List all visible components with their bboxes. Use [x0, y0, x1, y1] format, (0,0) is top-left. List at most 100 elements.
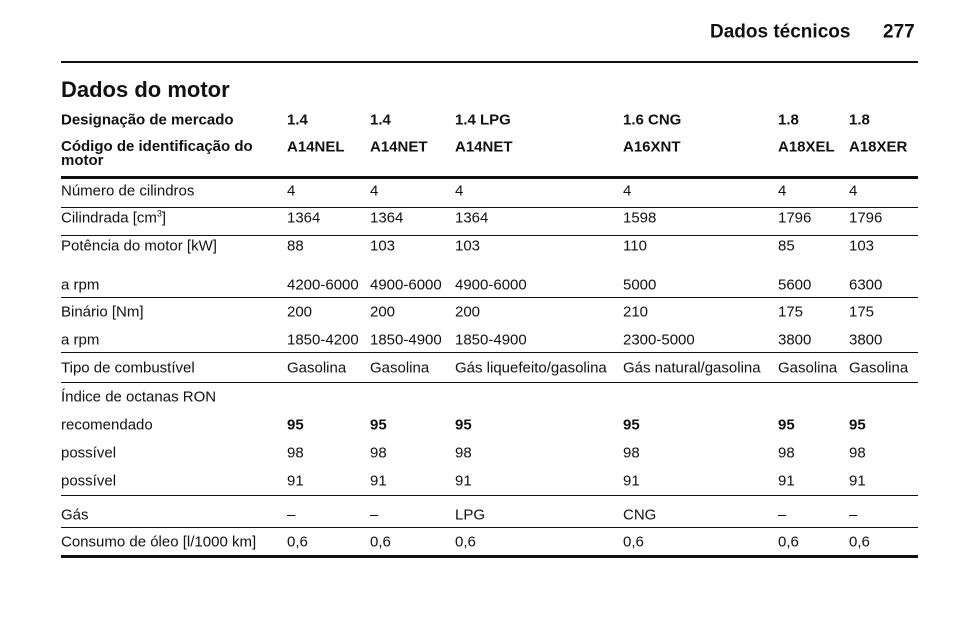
cell: 91: [287, 472, 304, 490]
row-label: Gás: [61, 506, 89, 524]
cell: 0,6: [287, 533, 308, 551]
rule: [61, 527, 918, 528]
cell: 95: [287, 416, 304, 434]
rule: [61, 176, 918, 179]
section-title: Dados técnicos: [710, 21, 851, 43]
page-number: 277: [883, 21, 915, 43]
head-label: Designação de mercado: [61, 111, 234, 129]
head-cell: A18XER: [849, 138, 908, 156]
cell: –: [849, 506, 858, 524]
cell: 95: [455, 416, 472, 434]
cell: 1850-4900: [455, 331, 527, 349]
cell: 91: [623, 472, 640, 490]
cell: 98: [287, 444, 304, 462]
cell: 3800: [778, 331, 812, 349]
cell: 0,6: [455, 533, 476, 551]
cell: 0,6: [370, 533, 391, 551]
cell: 200: [370, 303, 396, 321]
cell: 98: [370, 444, 387, 462]
cell: 200: [455, 303, 481, 321]
row-label: possível: [61, 472, 117, 490]
cell: 95: [370, 416, 387, 434]
head-cell: A16XNT: [623, 138, 681, 156]
cell: 103: [455, 237, 481, 255]
head-cell: 1.8: [849, 111, 870, 129]
rule: [61, 207, 918, 208]
head-cell: 1.6 CNG: [623, 111, 682, 129]
cell: 1598: [623, 209, 657, 227]
rule: [61, 297, 918, 298]
cell: 6300: [849, 276, 883, 294]
cell: 1364: [455, 209, 489, 227]
cell: 85: [778, 237, 795, 255]
cell: 98: [778, 444, 795, 462]
head-cell: 1.4: [370, 111, 391, 129]
cell: 0,6: [849, 533, 870, 551]
cell: 175: [849, 303, 875, 321]
cell: 103: [849, 237, 875, 255]
row-label: Binário [Nm]: [61, 303, 144, 321]
head-cell: 1.4: [287, 111, 308, 129]
rule: [61, 555, 918, 558]
head-label: Código de identificação do motor: [61, 138, 253, 169]
row-label: Índice de octanas RON: [61, 388, 217, 406]
cell: 200: [287, 303, 313, 321]
cell: Gasolina: [849, 359, 909, 377]
cell: 4: [623, 182, 632, 200]
row-label: Número de cilindros: [61, 182, 195, 200]
cell: 1850-4900: [370, 331, 442, 349]
cell: 110: [623, 237, 647, 255]
cell: Gasolina: [287, 359, 347, 377]
cell: 4900-6000: [455, 276, 527, 294]
cell: LPG: [455, 506, 486, 524]
cell: 1850-4200: [287, 331, 359, 349]
cell: 91: [778, 472, 795, 490]
label-sup: 3: [156, 208, 162, 219]
head-cell: A18XEL: [778, 138, 835, 156]
cell: 1796: [849, 209, 883, 227]
cell: Gás liquefeito/gasolina: [455, 359, 607, 377]
cell: 95: [778, 416, 795, 434]
cell: 210: [623, 303, 649, 321]
row-label: Potência do motor [kW]: [61, 237, 217, 255]
cell: 1364: [287, 209, 321, 227]
cell: 5000: [623, 276, 657, 294]
cell: 4: [849, 182, 858, 200]
cell: 98: [849, 444, 866, 462]
cell: 98: [623, 444, 640, 462]
cell: 103: [370, 237, 396, 255]
row-label: Cilindrada [cm3]: [61, 208, 167, 227]
cell: 0,6: [623, 533, 644, 551]
cell: 4200-6000: [287, 276, 359, 294]
cell: 91: [455, 472, 472, 490]
cell: Gasolina: [778, 359, 838, 377]
row-label: possível: [61, 444, 117, 462]
row-label: a rpm: [61, 276, 100, 294]
rule: [61, 495, 918, 496]
cell: 4: [370, 182, 379, 200]
rule: [61, 61, 918, 63]
label-part: ]: [161, 209, 167, 227]
cell: 4: [778, 182, 787, 200]
cell: 88: [287, 237, 304, 255]
head-cell: A14NEL: [287, 138, 345, 156]
row-label: recomendado: [61, 416, 153, 434]
row-label: Consumo de óleo [l/1000 km]: [61, 533, 257, 551]
cell: 0,6: [778, 533, 799, 551]
cell: –: [370, 506, 379, 524]
cell: 4: [287, 182, 296, 200]
head-cell: A14NET: [370, 138, 428, 156]
cell: 95: [849, 416, 866, 434]
cell: –: [778, 506, 787, 524]
head-cell: 1.8: [778, 111, 799, 129]
head-cell: 1.4 LPG: [455, 111, 511, 129]
cell: Gasolina: [370, 359, 430, 377]
row-label: Tipo de combustível: [61, 359, 195, 377]
cell: 5600: [778, 276, 812, 294]
rule: [61, 352, 918, 353]
cell: 1796: [778, 209, 812, 227]
cell: 91: [370, 472, 387, 490]
cell: –: [287, 506, 296, 524]
rule: [61, 382, 918, 383]
